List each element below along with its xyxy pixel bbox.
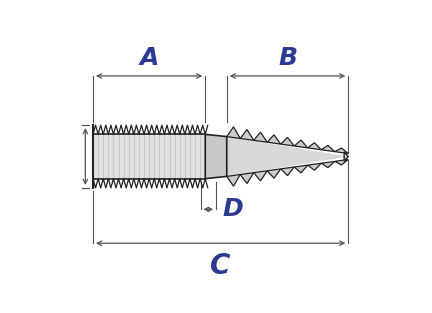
FancyBboxPatch shape	[93, 134, 205, 179]
Polygon shape	[281, 137, 294, 146]
Polygon shape	[267, 169, 281, 178]
Polygon shape	[294, 165, 308, 173]
Polygon shape	[335, 148, 348, 153]
Polygon shape	[335, 160, 348, 165]
Text: A: A	[140, 46, 159, 70]
Text: D: D	[222, 198, 243, 221]
Polygon shape	[308, 143, 321, 150]
Polygon shape	[321, 145, 335, 151]
Polygon shape	[205, 134, 227, 179]
Polygon shape	[321, 162, 335, 168]
Polygon shape	[227, 136, 348, 177]
Polygon shape	[254, 132, 267, 142]
Polygon shape	[240, 173, 254, 183]
Polygon shape	[267, 135, 281, 144]
Polygon shape	[281, 167, 294, 176]
Text: C: C	[210, 252, 231, 280]
Polygon shape	[227, 175, 240, 186]
Polygon shape	[344, 152, 348, 161]
Polygon shape	[240, 130, 254, 140]
Polygon shape	[308, 163, 321, 170]
Polygon shape	[294, 140, 308, 148]
Polygon shape	[227, 127, 240, 138]
Text: B: B	[278, 46, 297, 70]
Polygon shape	[254, 171, 267, 181]
